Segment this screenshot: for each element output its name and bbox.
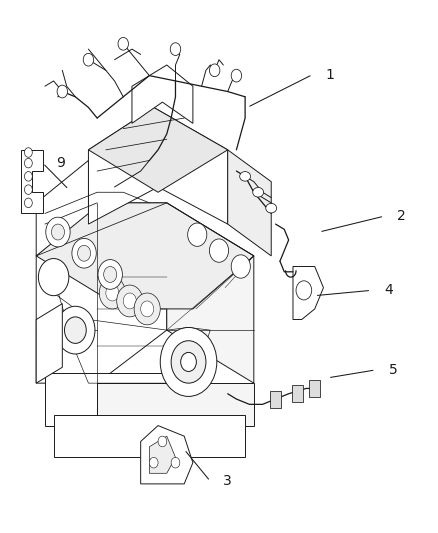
Text: 3: 3 [223,474,232,488]
Bar [270,391,281,408]
Circle shape [72,238,96,268]
Polygon shape [228,150,271,256]
Text: 5: 5 [389,363,398,377]
Circle shape [99,277,125,309]
Text: 4: 4 [385,284,393,297]
Circle shape [56,306,95,354]
Circle shape [78,245,91,261]
Polygon shape [36,304,62,383]
Circle shape [51,224,64,240]
Circle shape [83,53,94,66]
Circle shape [141,301,154,317]
Polygon shape [293,266,323,319]
Circle shape [64,317,86,343]
Bar [292,385,303,402]
Circle shape [117,285,143,317]
Circle shape [134,293,160,325]
Circle shape [209,64,220,77]
Circle shape [57,85,67,98]
Text: 1: 1 [325,68,335,82]
Circle shape [160,327,217,397]
Polygon shape [53,415,245,457]
Circle shape [104,266,117,282]
Ellipse shape [266,204,277,213]
Circle shape [231,255,251,278]
Circle shape [171,341,206,383]
Circle shape [25,158,32,168]
Text: 2: 2 [397,209,406,223]
Polygon shape [167,203,254,383]
Circle shape [296,281,312,300]
Circle shape [25,172,32,181]
Circle shape [231,69,242,82]
Circle shape [39,259,69,296]
Circle shape [149,457,158,468]
Ellipse shape [253,188,264,197]
Circle shape [98,260,122,289]
Circle shape [187,223,207,246]
Circle shape [25,198,32,208]
Polygon shape [132,65,193,123]
Circle shape [181,352,196,372]
Polygon shape [36,203,254,309]
Polygon shape [88,108,228,192]
Polygon shape [21,150,43,214]
Ellipse shape [240,172,251,181]
Circle shape [106,285,119,301]
Polygon shape [88,108,228,224]
Circle shape [25,185,32,195]
Polygon shape [149,436,176,473]
Circle shape [209,239,229,262]
Circle shape [25,148,32,157]
Polygon shape [141,425,193,484]
Circle shape [170,43,181,55]
Circle shape [171,457,180,468]
Polygon shape [36,203,167,383]
Circle shape [118,37,128,50]
Bar [309,380,321,397]
Polygon shape [45,373,167,425]
Circle shape [46,217,70,247]
Polygon shape [97,383,254,425]
Polygon shape [36,160,88,256]
Circle shape [158,436,167,447]
Circle shape [123,293,136,309]
Text: 9: 9 [56,156,65,170]
